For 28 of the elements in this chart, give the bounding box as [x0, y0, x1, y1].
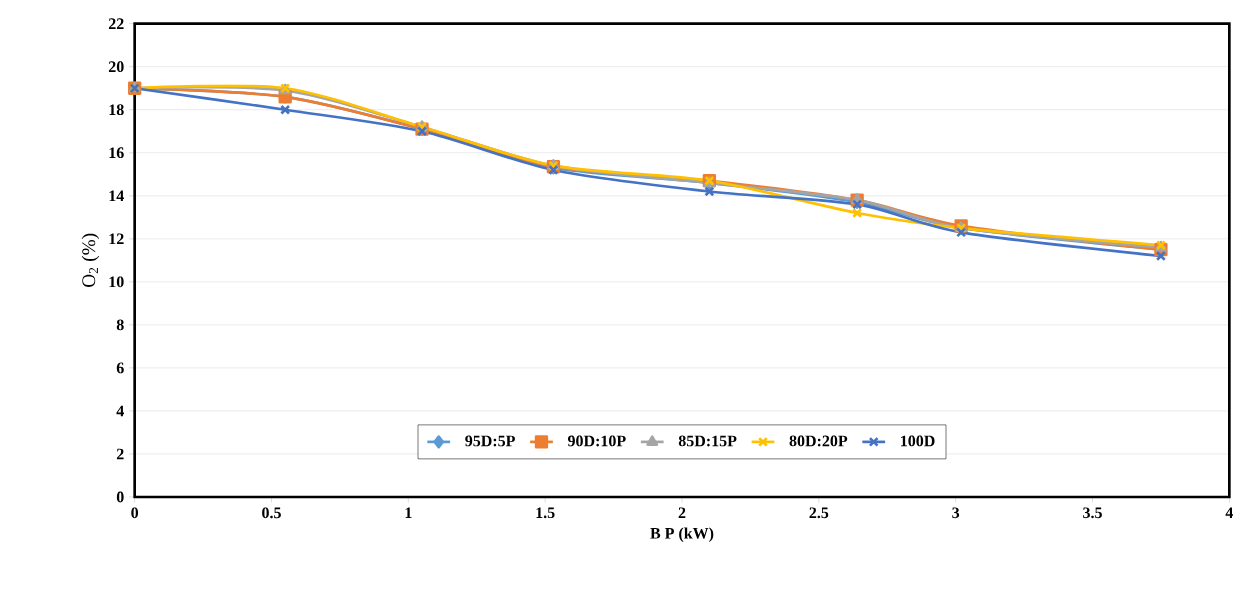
y-tick-label: 4: [116, 405, 124, 417]
x-tick-label: 4: [1225, 507, 1234, 518]
legend-label: 90D:10P: [567, 435, 626, 447]
y-tick-label: 6: [116, 362, 124, 374]
x-tick-label: 1: [405, 507, 412, 518]
y-tick-label: 12: [109, 233, 124, 245]
legend-label: 100D: [901, 435, 935, 447]
y-tick-label: 22: [108, 18, 124, 29]
x-tick-label: 1.5: [536, 507, 555, 519]
x-tick-label: 3: [952, 507, 960, 519]
x-axis-title: B P (kW): [650, 527, 714, 542]
x-tick-label: 2: [678, 507, 686, 518]
y-tick-label: 14: [109, 190, 124, 202]
legend-label: 85D:15P: [678, 435, 737, 447]
y-tick-label: 2: [116, 448, 124, 460]
y-axis-title: O$_{2}$ (%): [81, 233, 100, 287]
y-tick-label: 16: [109, 147, 124, 159]
x-tick-label: 0.5: [262, 507, 281, 519]
legend-label: 80D:20P: [789, 435, 848, 447]
legend-label: 95D:5P: [465, 435, 515, 447]
x-tick-label: 2.5: [809, 507, 829, 519]
y-tick-label: 10: [109, 276, 124, 288]
y-tick-label: 8: [116, 319, 124, 331]
y-tick-label: 20: [108, 61, 124, 73]
y-tick-label: 18: [109, 104, 124, 116]
x-tick-label: 3.5: [1083, 507, 1102, 519]
x-tick-label: 0: [131, 507, 139, 519]
y-tick-label: 0: [116, 491, 124, 503]
